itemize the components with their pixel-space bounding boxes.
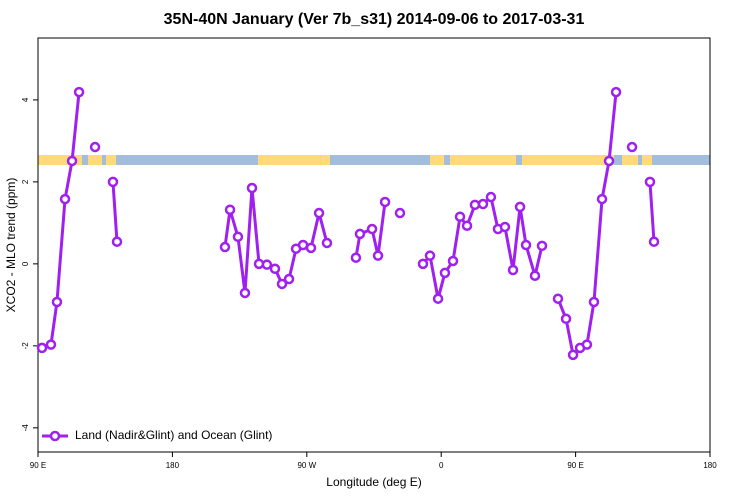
data-point xyxy=(581,339,593,350)
x-tick-label: 90 W xyxy=(297,461,316,470)
data-point xyxy=(424,250,436,261)
data-point xyxy=(394,207,406,219)
plot-frame xyxy=(37,37,711,453)
data-point xyxy=(648,236,660,247)
data-point xyxy=(567,349,579,361)
data-point xyxy=(36,342,48,354)
series-line xyxy=(41,91,81,350)
x-tick-label: 180 xyxy=(166,461,180,470)
data-point xyxy=(485,191,497,203)
data-point xyxy=(51,296,63,308)
data-point xyxy=(499,221,511,233)
data-point xyxy=(366,223,378,235)
chart-title: 35N-40N January (Ver 7b_s31) 2014-09-06 … xyxy=(164,11,585,28)
data-point xyxy=(239,287,251,299)
data-point xyxy=(276,278,288,290)
series-line xyxy=(648,181,656,242)
y-tick-label: 2 xyxy=(21,179,30,184)
y-tick-label: 0 xyxy=(21,261,30,266)
data-point xyxy=(59,193,71,205)
y-axis-label: XCO2 - MLO trend (ppm) xyxy=(4,178,18,313)
legend-label: Land (Nadir&Glint) and Ocean (Glint) xyxy=(75,428,272,442)
data-point xyxy=(610,86,622,98)
data-point xyxy=(107,176,119,188)
data-point xyxy=(321,237,333,249)
land-ocean-strip xyxy=(38,155,710,165)
y-tick-label: -4 xyxy=(21,424,30,432)
data-point xyxy=(603,155,615,167)
data-point xyxy=(246,182,258,194)
data-point xyxy=(560,313,572,325)
data-point xyxy=(552,293,564,304)
data-point xyxy=(350,252,362,263)
data-point xyxy=(432,293,444,304)
data-point xyxy=(66,155,78,167)
x-tick-label: 0 xyxy=(439,461,444,470)
data-point xyxy=(417,258,429,270)
data-point xyxy=(626,141,638,153)
data-point xyxy=(447,255,459,267)
y-tick-label: 4 xyxy=(21,97,30,102)
data-point xyxy=(520,239,532,251)
data-point xyxy=(219,241,231,253)
x-tick-label: 90 E xyxy=(30,461,46,470)
x-axis-label: Longitude (deg E) xyxy=(326,475,421,489)
data-point xyxy=(514,201,526,213)
series-line xyxy=(111,181,119,242)
data-point xyxy=(283,273,295,285)
data-point xyxy=(261,259,273,270)
data-point xyxy=(45,339,57,350)
data-point xyxy=(269,263,281,275)
x-tick-label: 180 xyxy=(703,461,717,470)
x-tick-label: 90 E xyxy=(567,461,583,470)
data-point xyxy=(354,228,366,240)
y-tick-label: -2 xyxy=(21,342,30,350)
data-point xyxy=(596,193,608,205)
data-point xyxy=(507,264,519,276)
data-point xyxy=(461,220,473,231)
data-point xyxy=(644,176,656,188)
data-point xyxy=(372,250,384,261)
data-point xyxy=(313,207,325,219)
data-point xyxy=(477,198,489,210)
data-point xyxy=(469,199,481,211)
data-point xyxy=(536,240,548,252)
data-point xyxy=(232,231,244,243)
legend-marker xyxy=(49,430,61,442)
data-point xyxy=(305,242,317,254)
data-point xyxy=(73,86,85,98)
data-point xyxy=(529,270,541,281)
data-point xyxy=(588,296,600,308)
data-point xyxy=(454,211,466,222)
data-point xyxy=(379,196,391,208)
data-point xyxy=(89,141,101,153)
data-point xyxy=(439,267,451,279)
data-point xyxy=(111,236,123,247)
data-point xyxy=(224,204,236,215)
